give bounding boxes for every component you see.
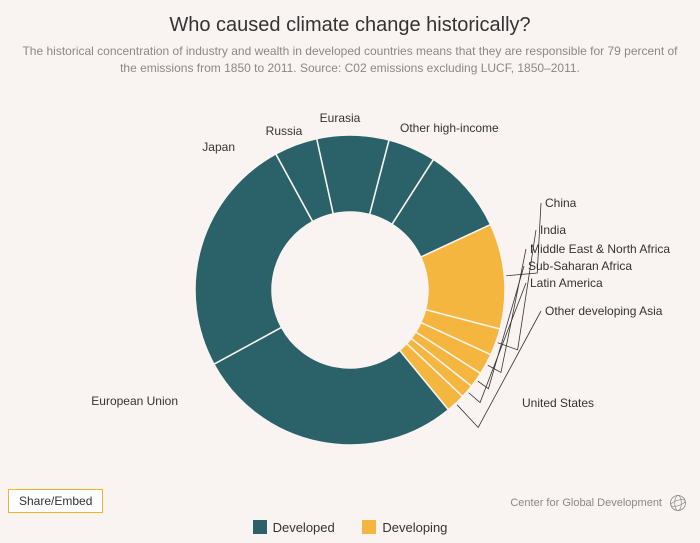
slice-label: Japan (202, 140, 235, 154)
slice-label: Other developing Asia (545, 304, 663, 318)
slice-label: European Union (91, 394, 178, 408)
slice-label: Russia (266, 124, 303, 138)
globe-icon (668, 493, 688, 513)
page-subtitle: The historical concentration of industry… (0, 37, 700, 77)
legend-item-developing: Developing (362, 520, 447, 535)
legend-item-developed: Developed (253, 520, 335, 535)
chart-container: Who caused climate change historically? … (0, 0, 700, 543)
legend: Developed Developing (0, 520, 700, 538)
slice-label: Other high-income (400, 121, 499, 135)
slice-label: Sub-Saharan Africa (528, 259, 632, 273)
page-title: Who caused climate change historically? (0, 0, 700, 37)
slice-label: United States (522, 396, 594, 410)
attribution: Center for Global Development (510, 493, 688, 513)
slice-label: Middle East & North Africa (530, 242, 670, 256)
slice-label: India (540, 223, 566, 237)
legend-swatch (362, 520, 376, 534)
slice-label: China (545, 196, 577, 210)
legend-swatch (253, 520, 267, 534)
legend-label: Developed (273, 520, 335, 535)
attribution-text: Center for Global Development (510, 497, 662, 509)
share-embed-button[interactable]: Share/Embed (8, 489, 103, 513)
slice-label: Eurasia (320, 111, 361, 125)
slice-label: Latin America (530, 276, 603, 290)
legend-label: Developing (382, 520, 447, 535)
donut-chart: China India Middle East & North Africa Sub-… (0, 80, 700, 500)
